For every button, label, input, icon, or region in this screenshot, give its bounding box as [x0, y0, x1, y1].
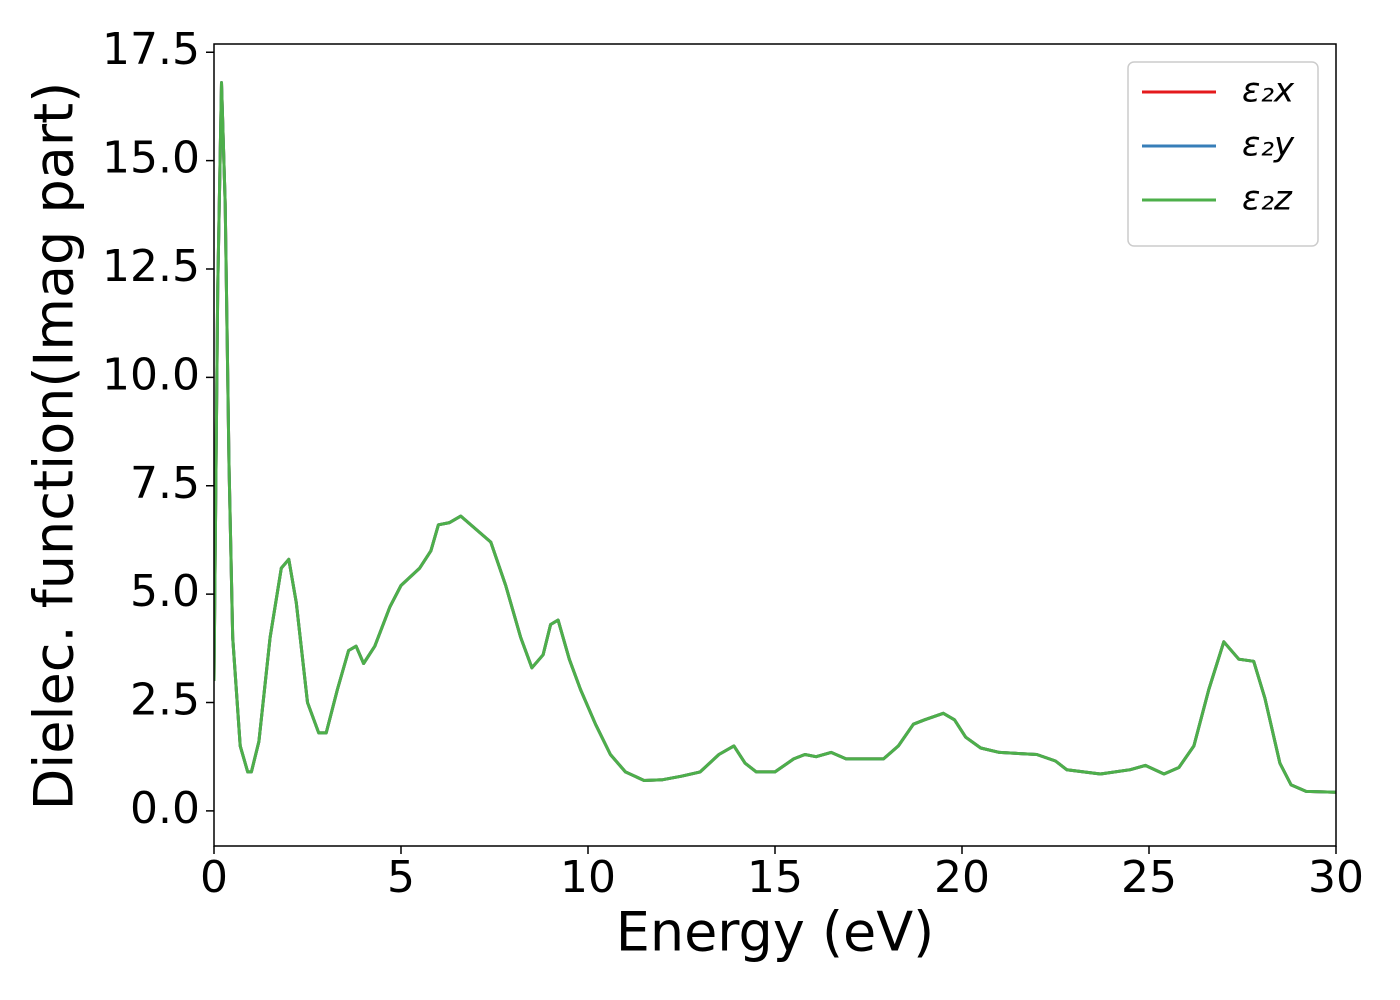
x-tick-label: 5	[387, 852, 415, 903]
y-tick-label: 0.0	[130, 783, 200, 834]
x-tick-label: 20	[934, 852, 990, 903]
y-tick-label: 5.0	[130, 566, 200, 617]
y-tick-label: 15.0	[102, 133, 200, 184]
x-tick-label: 15	[747, 852, 803, 903]
plot-frame	[213, 43, 1337, 847]
y-axis-label: Dielec. function(Imag part)	[23, 82, 86, 811]
series-line	[214, 81, 1336, 794]
y-tick-label: 12.5	[102, 241, 200, 292]
x-tick-label: 25	[1121, 852, 1177, 903]
legend-text: ε₂x	[1242, 71, 1295, 111]
x-axis-label: Energy (eV)	[616, 901, 935, 964]
legend-text: ε₂y	[1242, 125, 1295, 165]
x-tick-label: 10	[560, 852, 616, 903]
y-tick-label: 10.0	[102, 349, 200, 400]
y-tick-label: 17.5	[102, 24, 200, 75]
legend-text: ε₂z	[1242, 179, 1293, 219]
y-tick-label: 2.5	[130, 675, 200, 726]
x-tick-label: 30	[1308, 852, 1364, 903]
y-tick-label: 7.5	[130, 458, 200, 509]
x-tick-label: 0	[200, 852, 228, 903]
